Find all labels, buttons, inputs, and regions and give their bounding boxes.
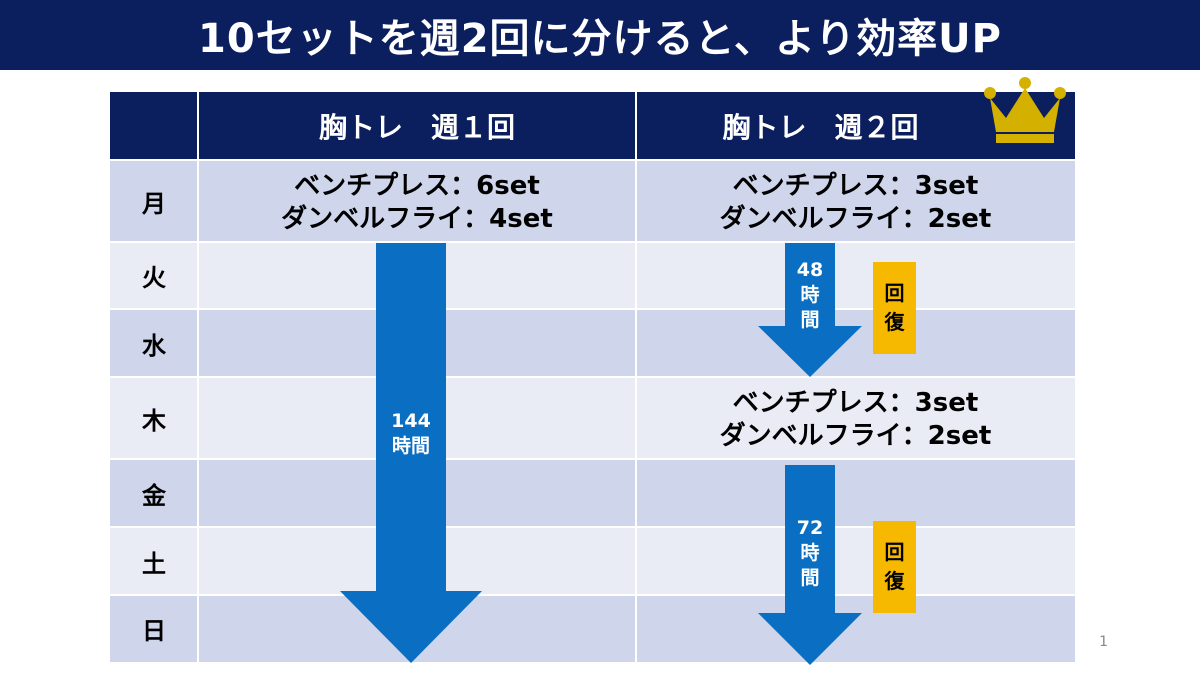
- crown-icon: [984, 77, 1066, 143]
- day-label-thu: 木: [142, 406, 166, 435]
- arrow-unit: 時: [800, 284, 820, 306]
- exercise-line: ベンチプレス：6set: [294, 171, 540, 201]
- header-corner: [110, 92, 198, 160]
- row-thu: [110, 377, 1075, 459]
- arrow-value: 144: [391, 410, 431, 432]
- page-title: 10セットを週2回に分けると、より効率UP: [0, 0, 1200, 70]
- header-once-week: 胸トレ 週１回: [198, 92, 636, 160]
- day-label-sat: 土: [142, 549, 166, 578]
- recovery-badge: 回 復: [873, 521, 916, 613]
- row-tue: [110, 242, 1075, 309]
- once-week-monday-exercises: ベンチプレス：6set ダンベルフライ：4set: [198, 170, 636, 236]
- arrow-label-72h: 72 時 間: [785, 516, 835, 591]
- day-label-tue: 火: [142, 264, 166, 292]
- row-wed: [110, 309, 1075, 377]
- arrow-unit: 間: [800, 567, 820, 589]
- exercise-line: ダンベルフライ：4set: [281, 204, 553, 234]
- arrow-unit: 時: [800, 542, 820, 564]
- rest-arrow-144h: [340, 243, 482, 663]
- recovery-badge: 回 復: [873, 262, 916, 354]
- day-label-sun: 日: [142, 617, 166, 645]
- arrow-value: 72: [796, 517, 824, 539]
- exercise-line: ベンチプレス：3set: [732, 171, 979, 201]
- rest-arrow-72h: [758, 465, 862, 665]
- arrow-unit: 間: [800, 309, 820, 331]
- grid-line: [110, 241, 1075, 243]
- grid-line: [110, 159, 1075, 161]
- row-fri: [110, 459, 1075, 527]
- grid-line: [110, 376, 1075, 378]
- badge-char: 復: [884, 310, 905, 334]
- badge-char: 回: [884, 281, 905, 305]
- twice-week-thursday-exercises: ベンチプレス：3set ダンベルフライ：2set: [636, 387, 1075, 453]
- arrow-unit: 時間: [391, 435, 430, 457]
- exercise-line: ダンベルフライ：2set: [719, 421, 992, 451]
- grid-line: [110, 308, 1075, 310]
- exercise-line: ダンベルフライ：2set: [719, 204, 992, 234]
- badge-char: 復: [884, 569, 905, 593]
- badge-char: 回: [884, 540, 905, 564]
- rest-arrow-48h: [758, 243, 862, 377]
- arrow-label-144h: 144 時間: [376, 409, 446, 459]
- page-number: 1: [1099, 634, 1108, 650]
- row-sat: [110, 527, 1075, 595]
- day-label-fri: 金: [142, 481, 166, 510]
- exercise-line: ベンチプレス：3set: [732, 388, 979, 418]
- arrow-value: 48: [796, 259, 824, 281]
- grid-line: [110, 526, 1075, 528]
- comparison-table: 胸トレ 週１回 胸トレ 週２回 月 火 水 木 金 土 日: [110, 92, 1075, 662]
- row-sun: [110, 595, 1075, 662]
- arrow-label-48h: 48 時 間: [785, 258, 835, 333]
- grid-line: [110, 458, 1075, 460]
- day-label-wed: 水: [142, 331, 166, 360]
- row-mon: [110, 160, 1075, 242]
- twice-week-monday-exercises: ベンチプレス：3set ダンベルフライ：2set: [636, 170, 1075, 236]
- day-label-mon: 月: [142, 189, 166, 218]
- grid-line: [110, 594, 1075, 596]
